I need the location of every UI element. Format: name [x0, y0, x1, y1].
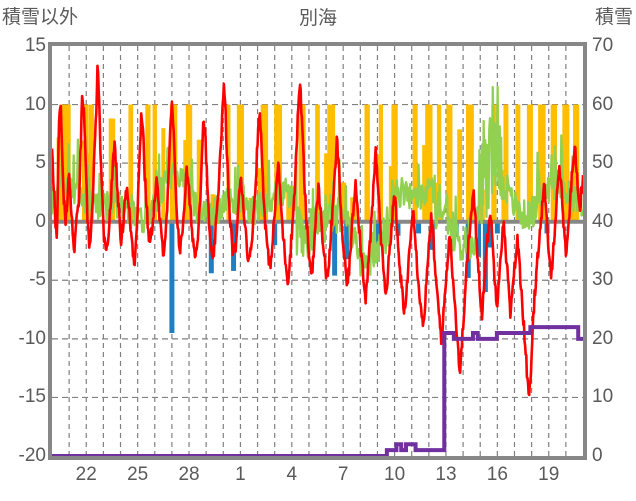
x-axis-tick-label: 7 [337, 464, 349, 485]
chart-canvas [52, 46, 583, 456]
left-axis-tick-label: 10 [24, 93, 46, 115]
right-axis-tick-label: 20 [592, 327, 614, 349]
x-axis-tick-label: 13 [435, 464, 457, 485]
right-axis-tick-label: 60 [592, 93, 614, 115]
x-axis-tick-label: 28 [178, 464, 200, 485]
right-axis-title: 積雪 [594, 7, 633, 28]
right-axis-tick-label: 50 [592, 152, 614, 174]
plot-inner [52, 46, 583, 456]
x-axis-tick-label: 25 [127, 464, 149, 485]
right-axis-tick-label: 70 [592, 35, 614, 56]
left-axis-tick-label: -10 [18, 327, 46, 349]
x-axis-tick-label: 4 [286, 464, 298, 485]
temperature-line [52, 64, 583, 397]
left-axis-tick-label: 0 [35, 210, 46, 232]
right-axis-tick-label: 30 [592, 269, 614, 291]
x-axis-tick-label: 16 [486, 464, 508, 485]
x-axis-tick-label: 1 [235, 464, 246, 485]
wind-line [52, 85, 583, 277]
left-axis-tick-label: -15 [18, 386, 46, 408]
left-axis-tick-label: 15 [24, 35, 46, 56]
right-axis-tick-label: 40 [592, 210, 614, 232]
right-axis-tick-label: 0 [592, 445, 603, 466]
snow-depth-line [52, 325, 583, 456]
x-axis-tick-label: 22 [75, 464, 97, 485]
x-axis-tick-label: 19 [538, 464, 560, 485]
left-axis-tick-label: 5 [35, 152, 46, 174]
left-axis-tick-label: -5 [29, 269, 46, 291]
left-axis-tick-label: -20 [18, 445, 46, 466]
right-axis-tick-label: 10 [592, 386, 614, 408]
x-axis-tick-label: 10 [384, 464, 406, 485]
chart-title: 別海 [298, 8, 337, 29]
left-axis-title: 積雪以外 [2, 7, 79, 28]
plot-area [48, 42, 587, 460]
